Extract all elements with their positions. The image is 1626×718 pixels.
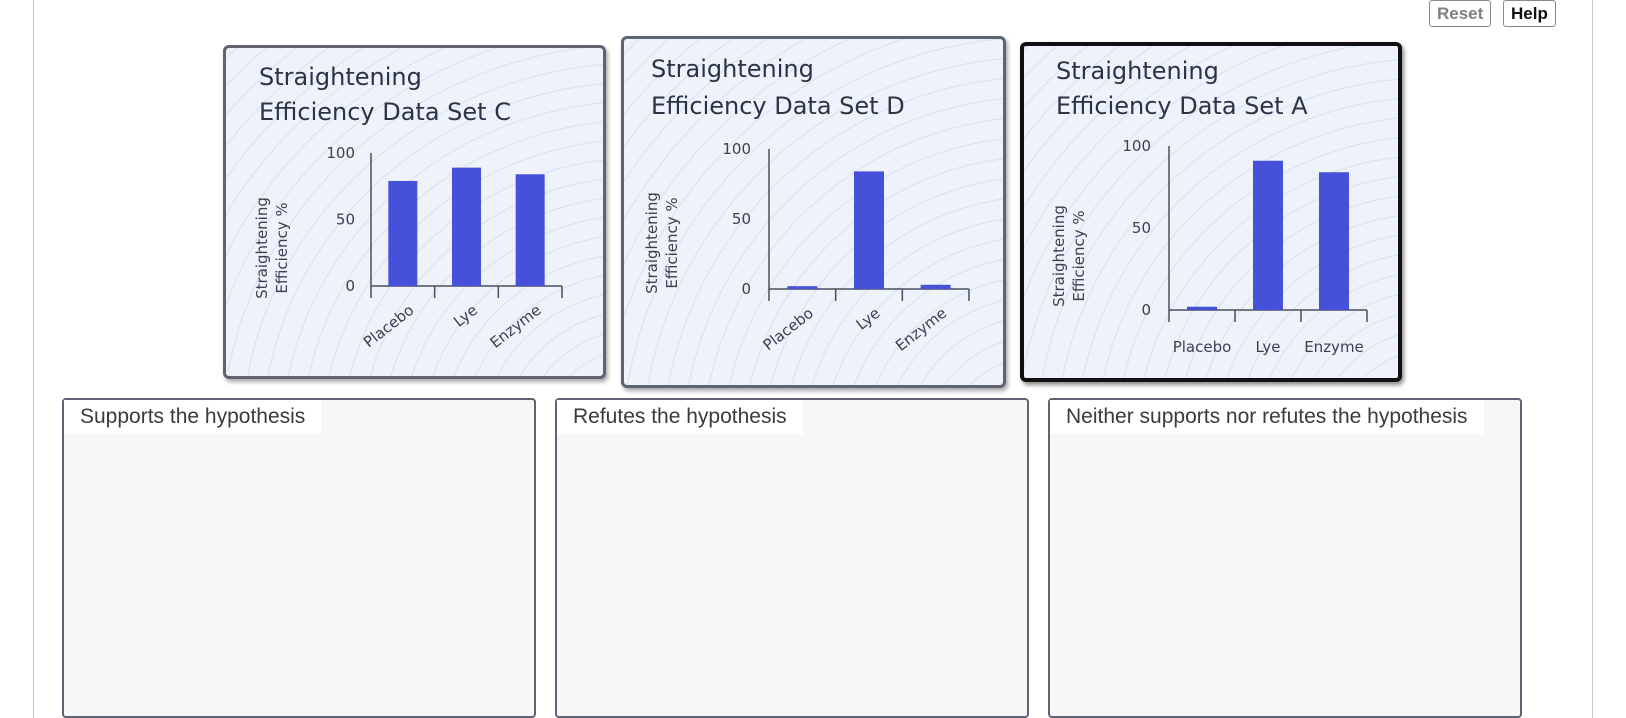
card-data-set-c[interactable]: Straightening Efficiency Data Set C Stra… xyxy=(223,45,606,379)
y-tick-label: 50 xyxy=(732,210,751,228)
card-title-line2: Efficiency Data Set A xyxy=(1056,92,1308,120)
bar-placebo xyxy=(388,180,418,286)
bar-enzyme xyxy=(1319,172,1349,310)
bar-placebo xyxy=(1187,306,1217,310)
chart-data-set-c: Straightening Efficiency Data Set C Stra… xyxy=(253,63,563,352)
chart-data-set-a: Straightening Efficiency Data Set A Stra… xyxy=(1050,57,1368,356)
card-data-set-a[interactable]: Straightening Efficiency Data Set A Stra… xyxy=(1020,42,1402,382)
y-tick-label: 100 xyxy=(722,140,751,158)
drop-zone-supports[interactable]: Supports the hypothesis xyxy=(62,398,536,718)
card-title-line2: Efficiency Data Set C xyxy=(259,98,511,126)
card-title-line1: Straightening xyxy=(651,55,814,83)
y-axis-label-line2: Efficiency % xyxy=(273,202,291,293)
y-tick-label: 0 xyxy=(741,280,751,298)
y-tick-label: 100 xyxy=(1122,137,1151,155)
drop-zone-refutes[interactable]: Refutes the hypothesis xyxy=(555,398,1029,718)
card-title-line2: Efficiency Data Set D xyxy=(651,92,905,120)
y-axis-label-line1: Straightening xyxy=(643,192,661,294)
drop-zone-label: Supports the hypothesis xyxy=(64,400,322,434)
y-axis-label-line2: Efficiency % xyxy=(1070,210,1088,301)
x-category-label: Lye xyxy=(450,301,481,331)
x-category-label: Enzyme xyxy=(892,304,950,355)
y-axis-label-line2: Efficiency % xyxy=(663,197,681,288)
drop-zone-label: Neither supports nor refutes the hypothe… xyxy=(1050,400,1484,434)
x-category-label: Lye xyxy=(1255,338,1280,356)
drop-zone-label: Refutes the hypothesis xyxy=(557,400,803,434)
activity-frame xyxy=(33,0,1593,718)
x-category-label: Enzyme xyxy=(1304,338,1364,356)
y-axis-label-line1: Straightening xyxy=(253,197,271,299)
card-title-line1: Straightening xyxy=(259,63,422,91)
x-category-label: Enzyme xyxy=(487,301,545,352)
bar-lye xyxy=(854,171,884,289)
bar-lye xyxy=(452,167,481,286)
x-category-label: Placebo xyxy=(360,301,417,351)
x-category-label: Lye xyxy=(853,304,884,334)
chart-data-set-d: Straightening Efficiency Data Set D Stra… xyxy=(643,55,970,355)
drop-zone-neither[interactable]: Neither supports nor refutes the hypothe… xyxy=(1048,398,1522,718)
reset-button[interactable]: Reset xyxy=(1429,0,1492,27)
y-tick-label: 0 xyxy=(345,277,355,295)
card-data-set-d[interactable]: Straightening Efficiency Data Set D Stra… xyxy=(621,36,1006,388)
card-title-line1: Straightening xyxy=(1056,57,1219,85)
y-tick-label: 0 xyxy=(1141,301,1151,319)
y-tick-label: 50 xyxy=(336,211,355,229)
y-axis-label-line1: Straightening xyxy=(1050,205,1068,307)
x-category-label: Placebo xyxy=(1173,338,1232,356)
bar-placebo xyxy=(787,286,818,289)
bar-enzyme xyxy=(920,284,951,289)
x-category-label: Placebo xyxy=(760,304,817,354)
y-tick-label: 100 xyxy=(326,144,355,162)
y-tick-label: 50 xyxy=(1132,219,1151,237)
help-button[interactable]: Help xyxy=(1503,0,1556,27)
bar-lye xyxy=(1253,160,1283,310)
bar-enzyme xyxy=(515,174,545,286)
